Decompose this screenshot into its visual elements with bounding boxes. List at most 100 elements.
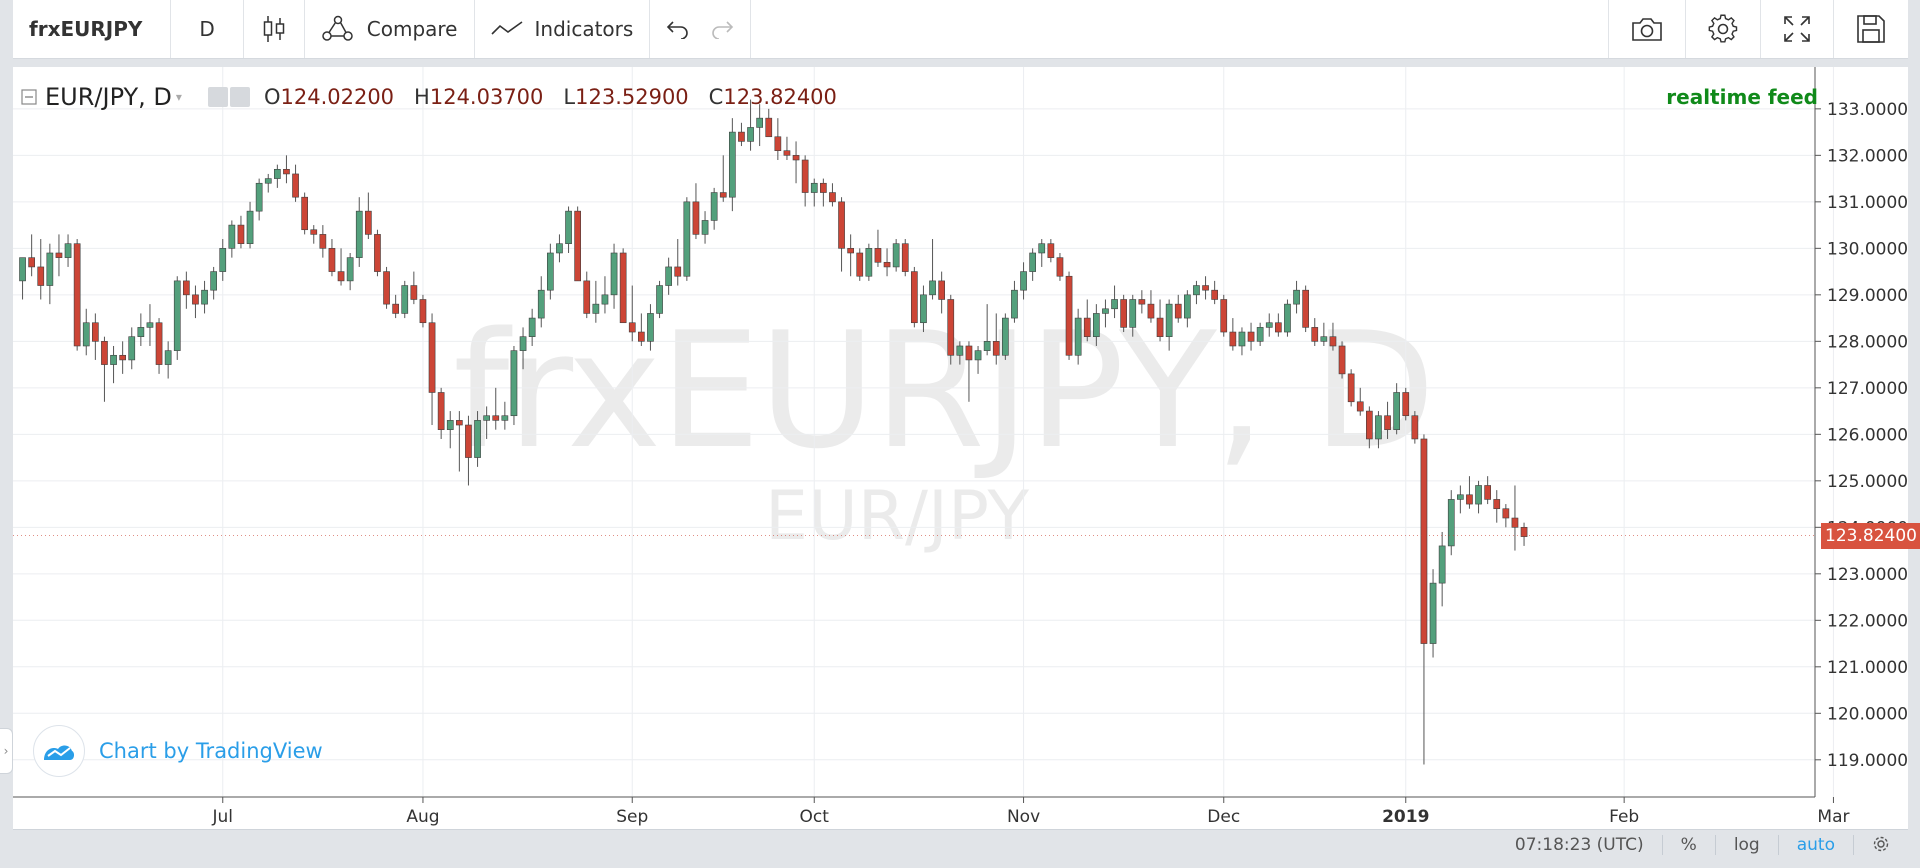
legend-symbol-title[interactable]: EUR/JPY, D	[45, 83, 172, 111]
compare-icon	[322, 15, 353, 41]
candle-up	[146, 322, 154, 328]
fullscreen-icon	[1784, 16, 1810, 42]
scale-settings-button[interactable]	[1853, 835, 1908, 855]
candle-down	[1347, 373, 1355, 403]
indicators-button[interactable]: Indicators	[475, 0, 651, 58]
candle-up	[865, 248, 873, 277]
legend-eye-icon[interactable]	[207, 87, 228, 107]
candle-down	[1420, 438, 1428, 644]
candle-up	[1447, 499, 1455, 547]
candle-down	[192, 294, 199, 305]
candle-up	[219, 248, 227, 272]
candle-up	[956, 345, 964, 356]
candle-down	[383, 271, 390, 305]
candle-down	[183, 280, 190, 296]
candle-down	[792, 155, 800, 161]
candle-up	[537, 289, 545, 319]
y-tick-label: 132.00000	[1827, 146, 1908, 166]
candle-up	[983, 341, 991, 351]
candle-up	[1193, 285, 1200, 296]
axes-layer: 133.00000 132.00000 131.00000 130.00000 129.…	[13, 67, 1908, 827]
candle-down	[774, 136, 782, 151]
percent-scale-toggle[interactable]: %	[1661, 835, 1715, 855]
candle-up	[665, 266, 672, 286]
candle-down	[829, 192, 836, 203]
undo-redo-group	[650, 0, 752, 58]
legend-dropdown-icon[interactable]: ▾	[175, 90, 182, 104]
candle-up	[728, 131, 736, 198]
y-tick-label: 133.00000	[1827, 100, 1908, 120]
candle-up	[255, 182, 263, 212]
candle-up	[246, 210, 254, 244]
candle-up	[1293, 289, 1300, 305]
y-tick-label: 121.00000	[1827, 658, 1908, 678]
candle-up	[201, 289, 208, 305]
candle-down	[1484, 485, 1491, 500]
tradingview-branding[interactable]: Chart by TradingView	[33, 725, 323, 777]
candle-up	[1165, 303, 1173, 337]
candle-up	[82, 322, 90, 347]
tradingview-branding-text[interactable]: Chart by TradingView	[99, 739, 323, 763]
candle-up	[1265, 322, 1273, 328]
x-tick-label: Feb	[1609, 807, 1639, 827]
candle-down	[1056, 257, 1064, 277]
candle-up	[64, 243, 72, 258]
compare-button[interactable]: Compare	[305, 0, 475, 58]
chart-legend: EUR/JPY, D ▾ O 124.02200 H 124.03700 L 123.…	[21, 83, 837, 111]
settings-button[interactable]	[1685, 0, 1760, 58]
candle-up	[401, 285, 409, 314]
candle-up	[355, 210, 363, 258]
candle-down	[1302, 289, 1309, 328]
candle-down	[1138, 299, 1146, 305]
candle-up	[1475, 485, 1482, 505]
symbol-search-button[interactable]: frxEURJPY	[13, 0, 172, 58]
candle-down	[1356, 401, 1364, 412]
candle-down	[301, 196, 309, 231]
fullscreen-button[interactable]	[1760, 0, 1833, 58]
candle-down	[765, 117, 773, 138]
candle-up	[1184, 294, 1191, 319]
x-tick-label: Nov	[1007, 807, 1040, 827]
candle-down	[619, 252, 627, 324]
chart-panel[interactable]: frxEURJPY, D EUR/JPY 133.00000132.000001…	[13, 67, 1920, 829]
candle-down	[1211, 289, 1218, 300]
chart-style-button[interactable]	[244, 0, 305, 58]
y-tick-label: 130.00000	[1827, 239, 1908, 259]
auto-scale-toggle[interactable]: auto	[1777, 835, 1853, 855]
candle-up	[273, 168, 281, 179]
log-scale-toggle[interactable]: log	[1714, 835, 1778, 855]
candle-down	[1311, 327, 1319, 342]
price-chart[interactable]: 133.00000 132.00000 131.00000 130.00000 129.…	[13, 67, 1908, 829]
candle-down	[801, 159, 809, 193]
candle-down	[364, 210, 372, 235]
candle-up	[1074, 317, 1082, 356]
camera-icon	[1632, 18, 1662, 41]
status-bar: 07:18:23 (UTC) % log auto	[13, 829, 1908, 860]
redo-icon[interactable]	[710, 19, 734, 39]
snapshot-button[interactable]	[1608, 0, 1685, 58]
candle-down	[437, 392, 445, 430]
side-panel-toggle[interactable]: ›	[0, 728, 13, 774]
high-label: H	[414, 85, 430, 109]
candle-up	[710, 192, 718, 221]
top-toolbar: frxEURJPY D Compare	[13, 0, 1908, 59]
candle-down	[674, 266, 682, 277]
last-price-badge: 123.82400	[1821, 522, 1920, 549]
save-button[interactable]	[1833, 0, 1908, 58]
candle-down	[847, 248, 854, 254]
candle-down	[428, 322, 436, 393]
undo-icon[interactable]	[666, 19, 690, 39]
legend-gear-icon[interactable]	[229, 87, 250, 107]
candle-down	[874, 248, 882, 263]
candle-down	[1202, 285, 1209, 291]
candle-up	[173, 280, 181, 351]
candle-down	[947, 299, 955, 356]
candle-down	[73, 243, 81, 347]
interval-button[interactable]: D	[171, 0, 244, 58]
candle-down	[283, 168, 290, 175]
collapse-legend-icon[interactable]	[21, 89, 37, 105]
candle-down	[1411, 415, 1419, 440]
candle-up	[656, 285, 663, 314]
candle-up	[1320, 336, 1328, 342]
candle-up	[1429, 582, 1437, 644]
